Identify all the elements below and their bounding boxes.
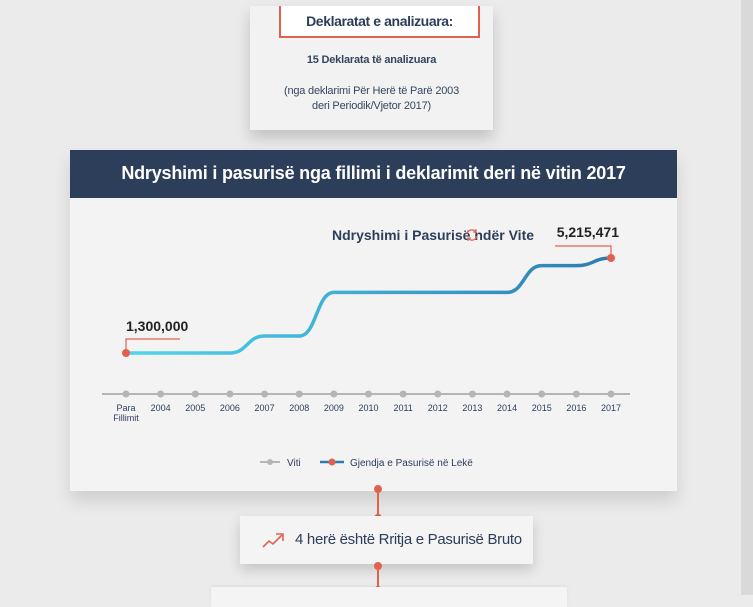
- connector-dot-3: [374, 562, 382, 570]
- note-line-1: (nga deklarimi Për Herë të Parë 2003: [283, 85, 459, 97]
- x-tick-label-9: 2012: [428, 403, 448, 413]
- x-tick-label-11: 2014: [497, 403, 517, 413]
- axis-point-6: [330, 390, 338, 398]
- axis-point-1: [157, 390, 165, 398]
- x-tick-label-14: 2017: [601, 403, 621, 413]
- axis-point-0: [122, 390, 130, 398]
- growth-card: 4 herë është Rritja e Pasurisë Bruto: [240, 516, 533, 564]
- summary-tab-label: Deklaratat e analizuara:: [279, 6, 480, 38]
- x-tick-label-3: 2006: [220, 403, 240, 413]
- x-tick-label-10: 2013: [462, 403, 482, 413]
- x-tick-label-5: 2008: [289, 403, 309, 413]
- x-tick-label-12: 2015: [532, 403, 552, 413]
- declaration-count: 15 Deklarata të analizuara: [306, 54, 437, 66]
- wealth-line-chart: Ndryshimi i Pasurisë ndër Vite Para Filli…: [102, 224, 630, 469]
- declaration-period-note: (nga deklarimi Për Herë të Parë 2003 der…: [270, 84, 473, 114]
- axis-point-4: [261, 390, 269, 398]
- x-tick-label-6: 2009: [324, 403, 344, 413]
- axis-point-7: [365, 390, 372, 398]
- axis-point-11: [503, 390, 511, 398]
- wealth-chart-card: Ndryshimi i pasurisë nga fillimi i dekla…: [70, 150, 677, 491]
- axis-point-14: [607, 390, 615, 398]
- legend-label-series: Gjendja e Pasurisë në Lekë: [350, 458, 473, 469]
- x-tick-label-8: 2011: [393, 403, 412, 413]
- trend-up-icon: [262, 533, 284, 548]
- legend-swatch-series-dot: [328, 458, 336, 466]
- connector-dot-1: [374, 485, 382, 493]
- axis-point-9: [434, 390, 442, 398]
- x-tick-label-7: 2010: [358, 403, 378, 413]
- axis-point-12: [538, 390, 546, 398]
- x-tick-label-1: 2004: [151, 403, 171, 413]
- legend-label-axis: Viti: [287, 458, 301, 469]
- x-tick-label-13: 2016: [566, 403, 586, 413]
- axis-point-3: [226, 390, 234, 398]
- next-card: [211, 587, 567, 607]
- summary-card: Deklaratat e analizuara: 15 Deklarata të…: [250, 6, 493, 130]
- x-tick-label-4: 2007: [255, 403, 275, 413]
- annotation-leader-1: [555, 245, 612, 258]
- chart-header: Ndryshimi i pasurisë nga fillimi i dekla…: [70, 150, 677, 198]
- x-tick-label-2: 2005: [185, 403, 205, 413]
- series-line-wealth: [124, 256, 613, 355]
- annotation-label-0: 1,300,000: [126, 318, 188, 334]
- connector-line-1: [377, 491, 379, 518]
- annotation-leader-0: [125, 338, 180, 353]
- chart-title-group: Ndryshimi i Pasurisë ndër Vite: [332, 227, 534, 243]
- window-edge: [741, 0, 753, 595]
- axis-point-8: [399, 390, 407, 398]
- x-tick-label-0: Para Fillimit: [113, 403, 139, 423]
- chart-title: Ndryshimi i Pasurisë ndër Vite: [332, 227, 534, 243]
- growth-label: 4 herë është Rritja e Pasurisë Bruto: [295, 531, 522, 548]
- annotation-label-1: 5,215,471: [557, 224, 619, 240]
- axis-point-10: [468, 390, 476, 398]
- axis-point-2: [191, 390, 199, 398]
- note-line-2: deri Periodik/Vjetor 2017): [312, 100, 431, 112]
- axis-point-13: [572, 390, 580, 398]
- axis-point-5: [295, 390, 303, 398]
- connector-line-2: [377, 564, 379, 595]
- legend-swatch-axis-dot: [267, 459, 273, 465]
- refresh-icon[interactable]: [466, 229, 478, 241]
